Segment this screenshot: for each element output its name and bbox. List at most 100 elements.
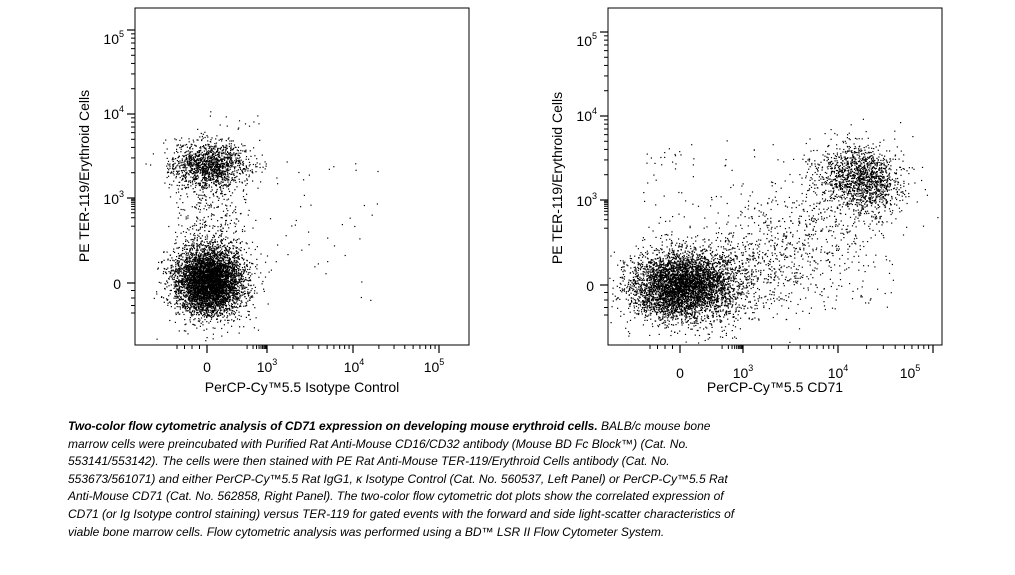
event-dot	[219, 321, 222, 323]
event-dot	[227, 285, 229, 287]
event-dot	[236, 318, 239, 320]
event-dot	[216, 244, 218, 246]
event-dot	[200, 244, 202, 246]
event-dot	[214, 304, 216, 306]
event-dot	[178, 254, 180, 257]
event-dot	[227, 296, 229, 298]
event-dot	[216, 257, 218, 259]
event-dot	[201, 275, 204, 278]
event-dot	[187, 252, 189, 254]
event-dot	[206, 328, 208, 330]
event-dot	[187, 271, 189, 274]
event-dot	[226, 281, 228, 283]
event-dot	[192, 302, 194, 304]
event-dot	[194, 295, 196, 297]
event-dot	[178, 269, 180, 271]
event-dot	[162, 273, 164, 275]
event-dot	[197, 303, 199, 306]
event-dot	[176, 300, 178, 302]
event-dot	[189, 319, 191, 321]
event-dot	[169, 289, 171, 292]
event-dot	[207, 302, 209, 304]
event-dot	[190, 313, 192, 315]
event-dot	[214, 300, 216, 302]
event-dot	[165, 271, 167, 273]
event-dot	[201, 285, 203, 287]
event-dot	[213, 297, 215, 300]
event-dot	[221, 266, 223, 268]
event-dot	[210, 262, 212, 264]
event-dot	[194, 303, 196, 305]
event-dot	[196, 312, 198, 314]
event-dot	[195, 306, 197, 308]
event-dot	[198, 302, 200, 304]
event-dot	[203, 290, 205, 292]
event-dot	[232, 280, 234, 282]
event-dot	[227, 249, 229, 251]
event-dot	[234, 293, 237, 295]
event-dot	[208, 230, 211, 232]
event-dot	[213, 248, 216, 250]
event-dot	[222, 305, 224, 307]
event-dot	[216, 283, 218, 285]
event-dot	[240, 278, 242, 280]
event-dot	[208, 304, 210, 306]
event-dot	[229, 307, 231, 309]
event-dot	[226, 274, 229, 276]
event-dot	[180, 275, 182, 277]
event-dot	[221, 257, 223, 259]
event-dot	[239, 295, 241, 297]
event-dot	[235, 290, 237, 292]
event-dot	[194, 264, 196, 266]
event-dot	[189, 274, 191, 276]
event-dot	[210, 240, 212, 242]
event-dot	[178, 291, 180, 293]
event-dot	[195, 268, 197, 270]
event-dot	[253, 284, 255, 286]
event-dot	[172, 269, 174, 271]
event-dot	[235, 291, 238, 293]
event-dot	[216, 263, 218, 265]
event-dot	[228, 272, 230, 274]
event-dot	[172, 266, 174, 268]
event-dot	[202, 270, 204, 272]
event-dot	[198, 252, 200, 254]
event-dot	[204, 266, 206, 269]
event-dot	[200, 265, 202, 267]
event-dot	[231, 253, 233, 255]
event-dot	[224, 279, 226, 281]
event-dot	[204, 291, 206, 293]
event-dot	[224, 298, 226, 300]
event-dot	[204, 289, 206, 291]
event-dot	[175, 269, 177, 271]
event-dot	[195, 255, 197, 257]
event-dot	[215, 302, 217, 304]
event-dot	[196, 277, 198, 280]
event-dot	[209, 306, 211, 308]
event-dot	[202, 315, 204, 317]
event-dot	[215, 297, 217, 299]
event-dot	[191, 271, 193, 273]
event-dot	[191, 304, 194, 306]
event-dot	[171, 257, 173, 259]
event-dot	[198, 261, 200, 263]
event-dot	[207, 281, 209, 283]
event-dot	[243, 305, 245, 307]
event-dot	[198, 303, 200, 305]
event-dot	[195, 307, 197, 309]
event-dot	[188, 264, 190, 266]
event-dot	[205, 286, 207, 289]
event-dot	[234, 276, 236, 278]
event-dot	[231, 272, 233, 274]
event-dot	[245, 301, 247, 304]
event-dot	[236, 298, 238, 300]
event-dot	[251, 295, 253, 297]
event-dot	[224, 297, 226, 299]
event-dot	[236, 281, 238, 283]
event-dot	[180, 280, 182, 282]
event-dot	[180, 286, 182, 288]
event-dot	[225, 304, 228, 306]
event-dot	[214, 282, 216, 284]
event-dot	[207, 261, 209, 263]
event-dot	[199, 244, 201, 246]
